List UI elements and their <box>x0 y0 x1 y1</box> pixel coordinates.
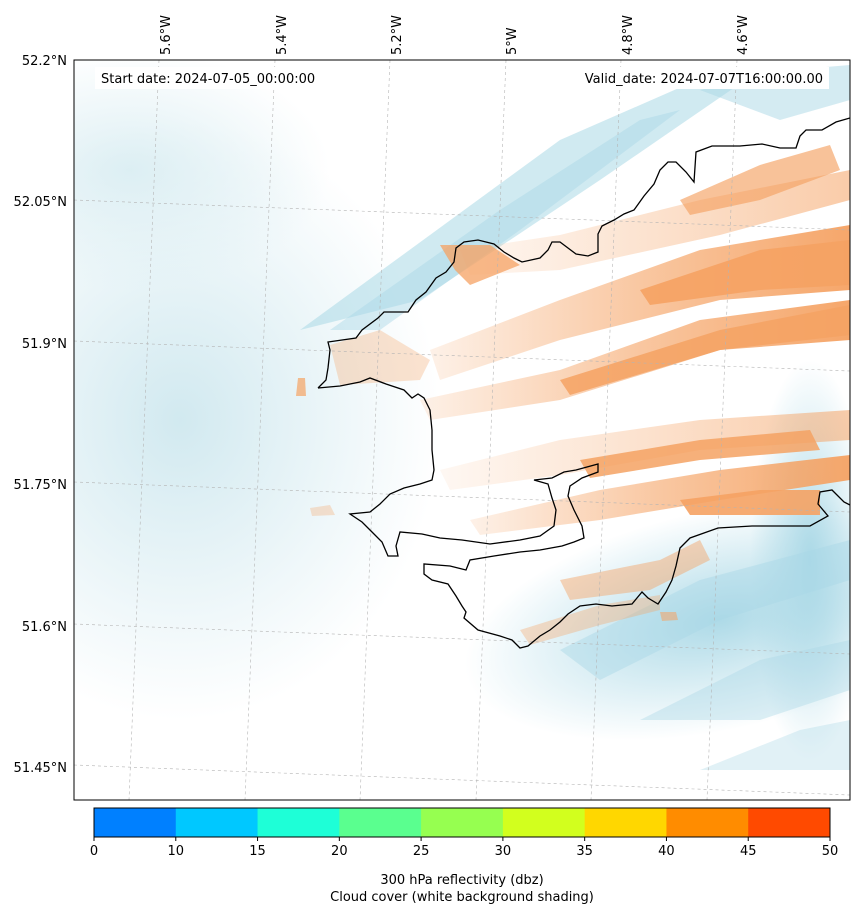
colorbar-segment <box>421 808 504 837</box>
colorbar-tick-label: 50 <box>822 844 839 859</box>
start-date-label: Start date: 2024-07-05_00:00:00 <box>101 72 315 87</box>
colorbar-tick-label: 45 <box>740 844 757 859</box>
colorbar-tick-label: 15 <box>249 844 266 859</box>
map-area: Start date: 2024-07-05_00:00:00 Valid_da… <box>73 59 851 801</box>
colorbar-segment <box>502 808 586 837</box>
colorbar-segment <box>584 808 667 837</box>
colorbar-segment <box>748 808 831 837</box>
lon-label: 4.6°W <box>736 15 751 55</box>
colorbar-tick-label: 0 <box>90 844 98 859</box>
colorbar-segment <box>339 808 422 837</box>
colorbar: 0 10 15 20 25 30 35 40 45 50 300 hPa reflectivity… <box>90 807 839 905</box>
lon-label: 5°W <box>505 27 520 55</box>
colorbar-label-line2: Cloud cover (white background shading) <box>330 890 594 905</box>
start-date-box <box>95 67 335 89</box>
colorbar-tick-label: 35 <box>576 844 593 859</box>
lon-label: 5.2°W <box>390 15 405 55</box>
colorbar-tick-label: 25 <box>413 844 430 859</box>
lat-label: 51.6°N <box>22 620 67 635</box>
colorbar-segment <box>666 808 749 837</box>
cloud-cover-shading <box>74 60 850 770</box>
longitude-labels: 5.6°W 5.4°W 5.2°W 5°W 4.8°W 4.6°W <box>159 15 751 55</box>
coastline <box>317 117 850 389</box>
lat-label: 52.2°N <box>22 54 67 69</box>
colorbar-tick-label: 30 <box>495 844 512 859</box>
colorbar-segment <box>175 808 259 837</box>
reflectivity-bands <box>296 145 850 645</box>
colorbar-label-line1: 300 hPa reflectivity (dbz) <box>380 873 543 888</box>
lat-label: 51.45°N <box>14 761 67 776</box>
valid-date-box <box>563 67 829 89</box>
colorbar-tick-label: 20 <box>331 844 348 859</box>
colorbar-tick-label: 10 <box>168 844 185 859</box>
coastline-south <box>317 377 850 649</box>
lat-label: 52.05°N <box>14 195 67 210</box>
lat-label: 51.9°N <box>22 337 67 352</box>
colorbar-tick-label: 40 <box>658 844 675 859</box>
lon-label: 5.6°W <box>159 15 174 55</box>
lat-label: 51.75°N <box>14 478 67 493</box>
lon-label: 5.4°W <box>275 15 290 55</box>
colorbar-segment <box>257 808 340 837</box>
colorbar-segment <box>94 808 177 837</box>
valid-date-label: Valid_date: 2024-07-07T16:00:00.00 <box>585 72 823 87</box>
lon-label: 4.8°W <box>621 15 636 55</box>
latitude-labels: 52.2°N 52.05°N 51.9°N 51.75°N 51.6°N 51.… <box>14 54 67 776</box>
